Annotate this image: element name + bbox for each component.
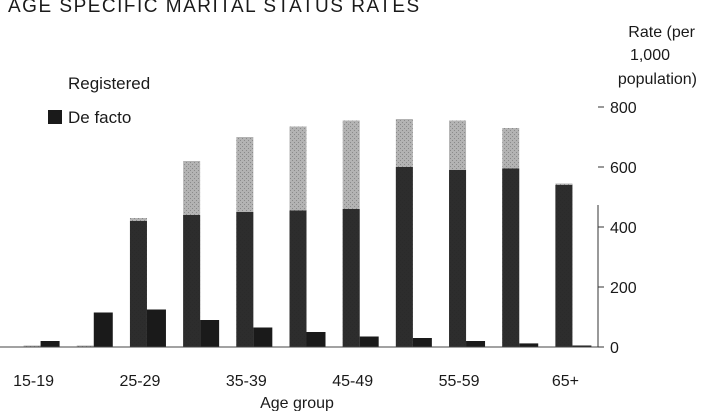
bar-registered-dark-50-54 bbox=[395, 167, 413, 347]
legend-item-registered: Registered bbox=[68, 74, 150, 93]
bar-defacto-20-24 bbox=[93, 312, 113, 347]
legend-label-defacto: De facto bbox=[68, 108, 131, 127]
bar-registered-dark-45-49 bbox=[342, 209, 360, 347]
legend-label-registered: Registered bbox=[68, 74, 150, 93]
y-axis-title-line-2: 1,000 bbox=[630, 47, 670, 64]
y-tick-label-200: 200 bbox=[610, 280, 637, 297]
bar-defacto-65+ bbox=[572, 345, 592, 347]
bar-defacto-30-34 bbox=[200, 320, 220, 347]
x-axis: 15-19 25-29 35-39 45-49 55-59 65+ bbox=[0, 346, 598, 390]
legend: Registered De facto bbox=[48, 74, 150, 127]
y-tick-label-600: 600 bbox=[610, 160, 637, 177]
legend-swatch-defacto bbox=[48, 110, 62, 124]
x-tick-label-25-29: 25-29 bbox=[119, 373, 160, 390]
y-axis-title-line-3: population) bbox=[618, 71, 697, 88]
bar-defacto-50-54 bbox=[412, 338, 432, 347]
x-tick-label-15-19: 15-19 bbox=[13, 373, 54, 390]
bar-registered-15-19 bbox=[23, 345, 41, 347]
y-tick-label-800: 800 bbox=[610, 100, 637, 117]
y-axis: 0 200 400 600 800 bbox=[597, 100, 637, 357]
x-tick-label-45-49: 45-49 bbox=[332, 373, 373, 390]
x-tick-label-65+: 65+ bbox=[552, 373, 579, 390]
bar-defacto-25-29 bbox=[146, 309, 166, 347]
y-tick-label-0: 0 bbox=[610, 340, 619, 357]
bar-registered-dark-35-39 bbox=[236, 212, 254, 347]
x-tick-label-55-59: 55-59 bbox=[439, 373, 480, 390]
y-axis-title-line-1: Rate (per bbox=[628, 24, 695, 41]
bars bbox=[23, 119, 592, 347]
bar-registered-dark-30-34 bbox=[183, 215, 201, 347]
bar-defacto-55-59 bbox=[466, 341, 486, 347]
bar-registered-dark-40-44 bbox=[289, 210, 307, 347]
bar-defacto-40-44 bbox=[306, 332, 326, 347]
bar-registered-dark-60-64 bbox=[502, 168, 520, 347]
bar-defacto-60-64 bbox=[519, 343, 539, 347]
bar-registered-dark-25-29 bbox=[129, 221, 147, 347]
x-axis-title: Age group bbox=[260, 395, 334, 411]
bar-registered-20-24 bbox=[76, 345, 94, 347]
chart-title: AGE SPECIFIC MARITAL STATUS RATES bbox=[8, 0, 421, 17]
bar-defacto-35-39 bbox=[253, 327, 273, 347]
bar-defacto-45-49 bbox=[359, 336, 379, 347]
bar-registered-dark-65+ bbox=[555, 185, 573, 347]
x-tick-label-35-39: 35-39 bbox=[226, 373, 267, 390]
bar-defacto-15-19 bbox=[40, 341, 60, 347]
legend-item-defacto: De facto bbox=[48, 108, 131, 127]
y-tick-label-400: 400 bbox=[610, 220, 637, 237]
bar-registered-dark-55-59 bbox=[449, 170, 467, 347]
y-axis-title: Rate (per 1,000 population) bbox=[618, 24, 697, 88]
